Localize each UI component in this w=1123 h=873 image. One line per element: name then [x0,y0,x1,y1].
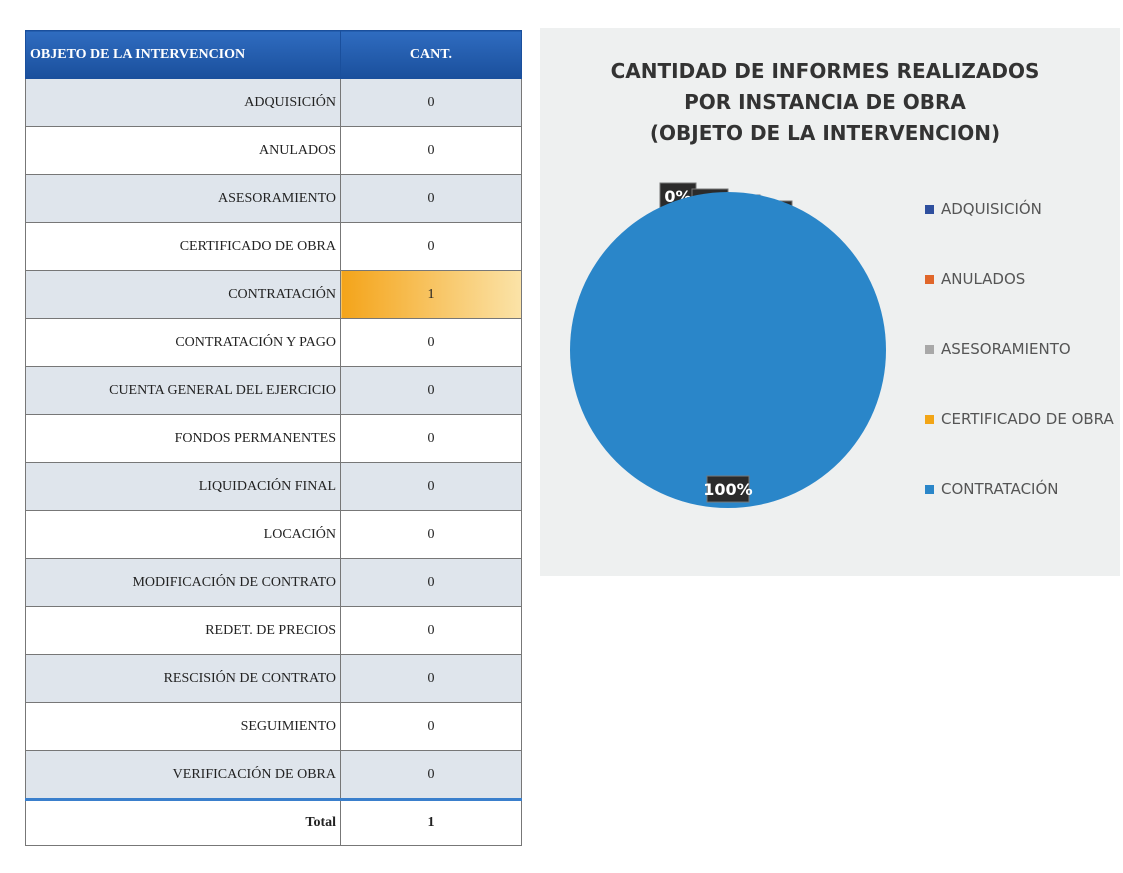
row-label: ANULADOS [25,126,341,175]
legend-label: ANULADOS [941,270,1026,288]
legend-item: ASESORAMIENTO [925,340,1120,410]
row-label: REDET. DE PRECIOS [25,606,341,655]
header-cell: OBJETO DE LA INTERVENCION [25,30,341,79]
data-label: 100% [703,480,752,499]
header-row: OBJETO DE LA INTERVENCION CANT. [25,30,522,79]
legend-label: CONTRATACIÓN [941,480,1059,498]
row-count: 0 [340,510,522,559]
row-count: 0 [340,126,522,175]
row-count: 0 [340,366,522,415]
legend-swatch [925,205,934,214]
legend-label: CERTIFICADO DE OBRA [941,410,1114,428]
legend-item: CONTRATACIÓN [925,480,1120,550]
chart-title: CANTIDAD DE INFORMES REALIZADOS [611,59,1040,83]
row-count: 0 [340,558,522,607]
row-count: 0 [340,78,522,127]
row-label: CUENTA GENERAL DEL EJERCICIO [25,366,341,415]
table-row: REDET. DE PRECIOS 0 [25,606,522,655]
table-row: FONDOS PERMANENTES 0 [25,414,522,463]
row-count: 0 [340,174,522,223]
row-label: RESCISIÓN DE CONTRATO [25,654,341,703]
table-row: ASESORAMIENTO 0 [25,174,522,223]
pie-slice [570,192,886,508]
chart-title: (OBJETO DE LA INTERVENCION) [650,121,1000,145]
table-row: RESCISIÓN DE CONTRATO 0 [25,654,522,703]
table: OBJETO DE LA INTERVENCION CANT. ADQUISICIÓ… [25,30,522,846]
row-label: CONTRATACIÓN Y PAGO [25,318,341,367]
total-count: 1 [340,798,522,846]
table-row: MODIFICACIÓN DE CONTRATO 0 [25,558,522,607]
table-row: CERTIFICADO DE OBRA 0 [25,222,522,271]
chart-title: POR INSTANCIA DE OBRA [684,90,966,114]
row-label: CONTRATACIÓN [25,270,341,319]
row-count: 0 [340,318,522,367]
row-count: 0 [340,222,522,271]
total-label: Total [25,798,341,846]
table-row: ADQUISICIÓN 0 [25,78,522,127]
table-row: ANULADOS 0 [25,126,522,175]
legend-swatch [925,415,934,424]
legend-swatch [925,485,934,494]
data-label-box [706,475,750,503]
legend: ADQUISICIÓN ANULADOS ASESORAMIENTO CERTIFIC… [925,200,1120,550]
row-count: 0 [340,414,522,463]
total-row: Total 1 [25,798,522,846]
legend-swatch [925,275,934,284]
legend-item: ANULADOS [925,270,1120,340]
legend-swatch [925,345,934,354]
row-count: 0 [340,702,522,751]
table-row: CONTRATACIÓN 1 [25,270,522,319]
row-label: VERIFICACIÓN DE OBRA [25,750,341,800]
row-count: 0 [340,606,522,655]
row-label: ASESORAMIENTO [25,174,341,223]
row-label: LOCACIÓN [25,510,341,559]
table-row: CONTRATACIÓN Y PAGO 0 [25,318,522,367]
legend-label: ASESORAMIENTO [941,340,1071,358]
table-row: SEGUIMIENTO 0 [25,702,522,751]
legend-item: ADQUISICIÓN [925,200,1120,270]
table-row: VERIFICACIÓN DE OBRA 0 [25,750,522,800]
chart: CANTIDAD DE INFORMES REALIZADOS POR INSTA… [540,28,1120,576]
row-label: ADQUISICIÓN [25,78,341,127]
row-count: 1 [340,270,522,319]
table-row: LOCACIÓN 0 [25,510,522,559]
row-label: LIQUIDACIÓN FINAL [25,462,341,511]
header-cell: CANT. [340,30,522,79]
row-count: 0 [340,654,522,703]
table-row: CUENTA GENERAL DEL EJERCICIO 0 [25,366,522,415]
row-label: MODIFICACIÓN DE CONTRATO [25,558,341,607]
row-label: FONDOS PERMANENTES [25,414,341,463]
table-row: LIQUIDACIÓN FINAL 0 [25,462,522,511]
legend-item: CERTIFICADO DE OBRA [925,410,1120,480]
row-label: SEGUIMIENTO [25,702,341,751]
row-label: CERTIFICADO DE OBRA [25,222,341,271]
row-count: 0 [340,462,522,511]
legend-label: ADQUISICIÓN [941,200,1042,218]
row-count: 0 [340,750,522,800]
